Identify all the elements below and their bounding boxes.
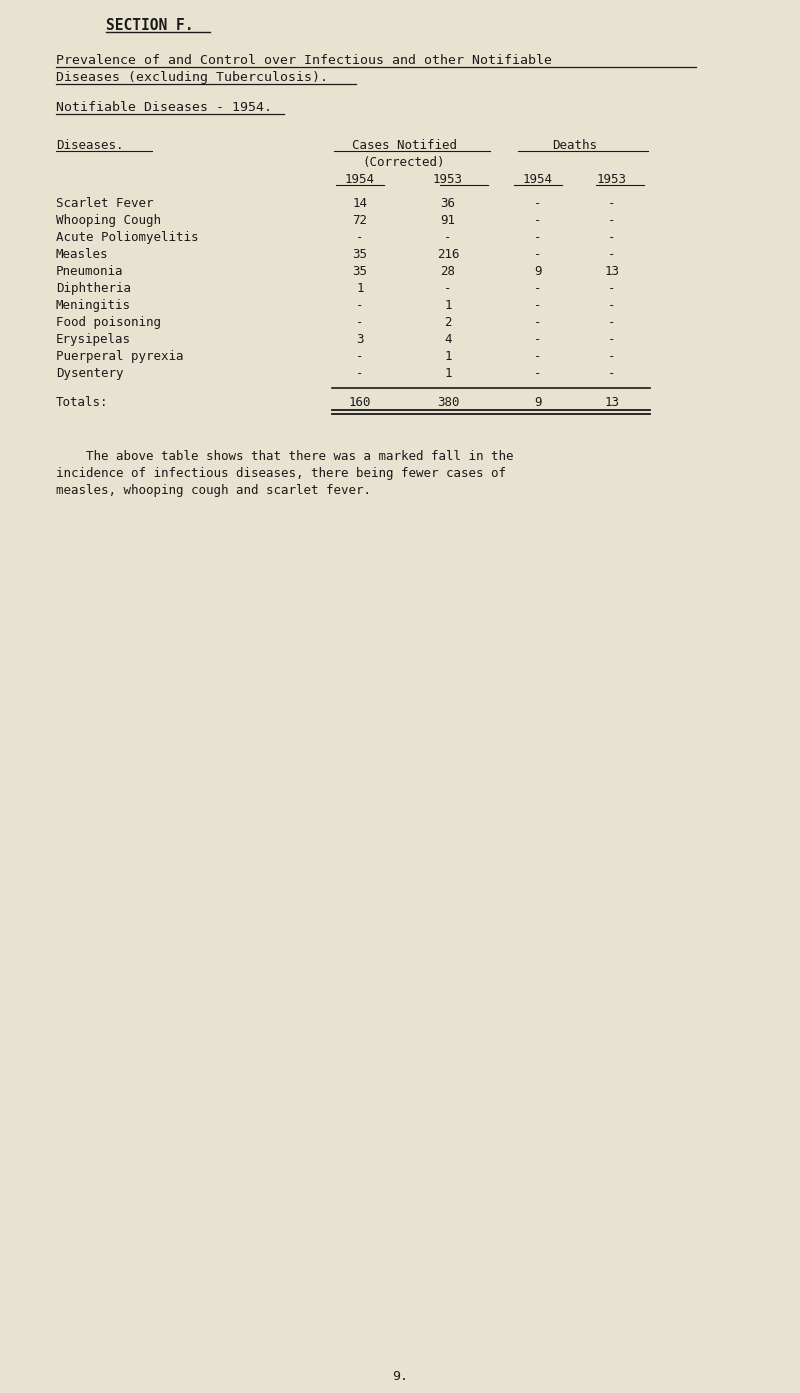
Text: -: - (608, 333, 616, 345)
Text: -: - (444, 281, 452, 295)
Text: -: - (608, 316, 616, 329)
Text: Acute Poliomyelitis: Acute Poliomyelitis (56, 231, 198, 244)
Text: -: - (608, 366, 616, 380)
Text: 1: 1 (356, 281, 364, 295)
Text: -: - (608, 215, 616, 227)
Text: -: - (444, 231, 452, 244)
Text: 14: 14 (353, 196, 367, 210)
Text: Diphtheria: Diphtheria (56, 281, 131, 295)
Text: incidence of infectious diseases, there being fewer cases of: incidence of infectious diseases, there … (56, 467, 506, 481)
Text: 35: 35 (353, 248, 367, 260)
Text: Erysipelas: Erysipelas (56, 333, 131, 345)
Text: 13: 13 (605, 265, 619, 279)
Text: Diseases (excluding Tuberculosis).: Diseases (excluding Tuberculosis). (56, 71, 328, 84)
Text: -: - (608, 231, 616, 244)
Text: 9: 9 (534, 396, 542, 410)
Text: 9: 9 (534, 265, 542, 279)
Text: -: - (608, 248, 616, 260)
Text: -: - (356, 350, 364, 364)
Text: Totals:: Totals: (56, 396, 109, 410)
Text: Meningitis: Meningitis (56, 299, 131, 312)
Text: Food poisoning: Food poisoning (56, 316, 161, 329)
Text: -: - (534, 215, 542, 227)
Text: -: - (608, 299, 616, 312)
Text: Puerperal pyrexia: Puerperal pyrexia (56, 350, 183, 364)
Text: 3: 3 (356, 333, 364, 345)
Text: 1: 1 (444, 299, 452, 312)
Text: -: - (534, 366, 542, 380)
Text: 160: 160 (349, 396, 371, 410)
Text: 380: 380 (437, 396, 459, 410)
Text: -: - (534, 231, 542, 244)
Text: (Corrected): (Corrected) (362, 156, 446, 169)
Text: 1: 1 (444, 366, 452, 380)
Text: The above table shows that there was a marked fall in the: The above table shows that there was a m… (56, 450, 514, 462)
Text: 1954: 1954 (523, 173, 553, 187)
Text: -: - (356, 231, 364, 244)
Text: Dysentery: Dysentery (56, 366, 123, 380)
Text: Deaths: Deaths (553, 139, 598, 152)
Text: Prevalence of and Control over Infectious and other Notifiable: Prevalence of and Control over Infectiou… (56, 54, 552, 67)
Text: 36: 36 (441, 196, 455, 210)
Text: Scarlet Fever: Scarlet Fever (56, 196, 154, 210)
Text: -: - (608, 350, 616, 364)
Text: Cases Notified: Cases Notified (351, 139, 457, 152)
Text: -: - (356, 316, 364, 329)
Text: -: - (608, 281, 616, 295)
Text: 1953: 1953 (597, 173, 627, 187)
Text: 216: 216 (437, 248, 459, 260)
Text: 1: 1 (444, 350, 452, 364)
Text: SECTION F.: SECTION F. (106, 18, 194, 33)
Text: -: - (534, 196, 542, 210)
Text: 91: 91 (441, 215, 455, 227)
Text: -: - (534, 281, 542, 295)
Text: Measles: Measles (56, 248, 109, 260)
Text: 13: 13 (605, 396, 619, 410)
Text: measles, whooping cough and scarlet fever.: measles, whooping cough and scarlet feve… (56, 483, 371, 497)
Text: -: - (534, 316, 542, 329)
Text: Notifiable Diseases - 1954.: Notifiable Diseases - 1954. (56, 102, 272, 114)
Text: Pneumonia: Pneumonia (56, 265, 123, 279)
Text: Diseases.: Diseases. (56, 139, 123, 152)
Text: 35: 35 (353, 265, 367, 279)
Text: -: - (608, 196, 616, 210)
Text: -: - (534, 299, 542, 312)
Text: 1953: 1953 (433, 173, 463, 187)
Text: -: - (534, 248, 542, 260)
Text: Whooping Cough: Whooping Cough (56, 215, 161, 227)
Text: 2: 2 (444, 316, 452, 329)
Text: 1954: 1954 (345, 173, 375, 187)
Text: -: - (534, 333, 542, 345)
Text: -: - (534, 350, 542, 364)
Text: -: - (356, 299, 364, 312)
Text: -: - (356, 366, 364, 380)
Text: 28: 28 (441, 265, 455, 279)
Text: 4: 4 (444, 333, 452, 345)
Text: 72: 72 (353, 215, 367, 227)
Text: 9.: 9. (392, 1369, 408, 1383)
